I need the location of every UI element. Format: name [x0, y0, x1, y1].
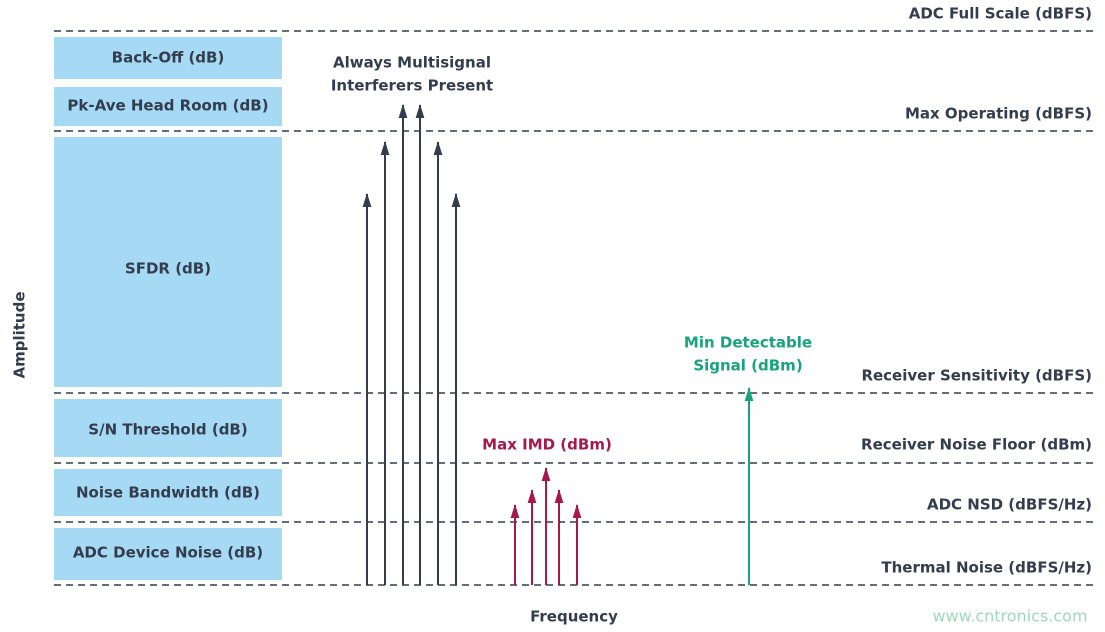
x-axis-label: Frequency [530, 608, 618, 626]
annotation: Min Detectable [684, 334, 812, 352]
imd-arrows [515, 468, 577, 585]
level-label: ADC Full Scale (dBFS) [909, 5, 1092, 23]
level-labels: ADC Full Scale (dBFS) Max Operating (dBF… [861, 5, 1092, 577]
box-label: S/N Threshold (dB) [88, 421, 247, 439]
interferer-arrows [367, 105, 456, 585]
box [54, 469, 282, 516]
box-label: SFDR (dB) [125, 260, 211, 278]
annotation: Always Multisignal [333, 54, 491, 72]
box [54, 528, 282, 580]
watermark: www.cntronics.com [932, 607, 1087, 626]
box-label: Pk-Ave Head Room (dB) [67, 97, 268, 115]
box-label: ADC Device Noise (dB) [73, 544, 263, 562]
level-label: Receiver Sensitivity (dBFS) [861, 367, 1092, 385]
boxes: Back-Off (dB) Pk-Ave Head Room (dB) SFDR… [54, 37, 282, 580]
level-lines [54, 30, 1095, 586]
level-label: Max Operating (dBFS) [905, 105, 1092, 123]
box [54, 399, 282, 457]
annotation: Interferers Present [331, 77, 493, 95]
y-axis-label: Amplitude [11, 291, 29, 378]
box [54, 87, 282, 126]
annotation: Signal (dBm) [693, 357, 802, 375]
box [54, 37, 282, 79]
box [54, 137, 282, 387]
level-label: Receiver Noise Floor (dBm) [861, 436, 1092, 454]
annotation: Max IMD (dBm) [482, 436, 612, 454]
level-label: ADC NSD (dBFS/Hz) [927, 496, 1092, 514]
box-label: Noise Bandwidth (dB) [76, 484, 260, 502]
box-label: Back-Off (dB) [112, 49, 225, 67]
level-label: Thermal Noise (dBFS/Hz) [881, 559, 1092, 577]
